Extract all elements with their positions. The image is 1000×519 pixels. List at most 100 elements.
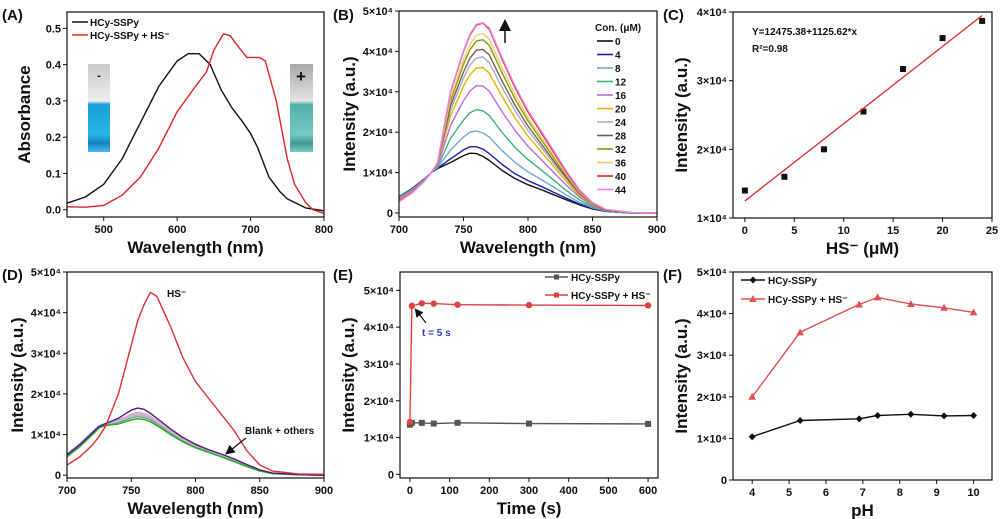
y-tick-label: 4×10⁴ (697, 309, 727, 321)
x-tick-label: 500 (599, 485, 617, 497)
y-tick-label: 0.1 (46, 168, 61, 180)
y-tick-label: 0 (721, 475, 727, 487)
x-tick-label: 300 (520, 485, 538, 497)
fit-line (744, 14, 983, 202)
y-tick-label: 5×10⁴ (31, 267, 61, 279)
legend-label: HCy-SSPy + HS⁻ (768, 295, 847, 306)
data-point (644, 302, 652, 309)
annotation-arrow-icon (225, 437, 247, 455)
x-tick-label: 800 (315, 224, 333, 236)
data-point (418, 300, 426, 307)
x-tick-label: 15 (887, 225, 899, 237)
legend-label: 16 (615, 91, 627, 102)
data-point (430, 420, 437, 427)
x-tick-label: 700 (58, 485, 76, 497)
series-group (406, 300, 652, 428)
data-point (860, 108, 867, 115)
panel-label: (D) (2, 267, 23, 284)
x-tick-label: 900 (315, 485, 333, 497)
x-tick-label: 600 (168, 224, 186, 236)
data-point (454, 419, 461, 426)
x-tick-label: 900 (648, 224, 666, 236)
legend-marker (554, 274, 559, 280)
data-point (741, 187, 748, 194)
y-axis-title: Intensity (a.u.) (340, 56, 359, 171)
y-tick-label: 5×10⁴ (363, 6, 393, 18)
legend-label: HCy-SSPy + HS⁻ (571, 291, 650, 302)
legend-label: HCy-SSPy (571, 273, 620, 284)
series-line-5 (66, 407, 325, 476)
x-tick-label: 8 (897, 487, 903, 499)
x-tick-label: 20 (936, 225, 948, 237)
panel-label: (E) (333, 267, 353, 284)
x-axis-title: pH (851, 501, 874, 519)
legend-label: 20 (615, 105, 627, 116)
cuvette-minus-image (88, 64, 110, 152)
legend-label: 0 (615, 37, 621, 48)
data-point (907, 410, 915, 418)
legend-label: HCy-SSPy (768, 276, 817, 287)
y-tick-label: 4×10⁴ (697, 7, 727, 19)
y-axis-title: Intensity (a.u.) (339, 317, 358, 432)
data-point (796, 328, 804, 336)
x-tick-label: 800 (186, 485, 204, 497)
x-tick-label: 750 (454, 224, 472, 236)
data-point (969, 308, 978, 316)
fit-equation: Y=12475.38+1125.62*x (752, 27, 858, 38)
annotation-t5: t = 5 s (422, 328, 451, 339)
x-tick-label: 850 (251, 485, 269, 497)
y-tick-label: 2×10⁴ (364, 396, 394, 408)
plot-frame (66, 11, 325, 218)
series-group (66, 33, 325, 215)
y-axis-title: Intensity (a.u.) (672, 318, 691, 433)
panel-label: (C) (663, 7, 684, 24)
data-point (940, 412, 948, 420)
y-axis-title: Absorbance (15, 65, 34, 163)
data-point (526, 420, 532, 427)
cuvette-minus-label: - (97, 70, 101, 82)
x-tick-label: 850 (583, 224, 601, 236)
y-tick-label: 2×10⁴ (697, 392, 727, 404)
panel-label: (A) (2, 7, 23, 24)
legend-label: 40 (615, 172, 627, 183)
series-group (398, 22, 658, 214)
panel-c: (C) Y=12475.38+1125.62*x R²=0.98 0 5 10 15 20 25… (663, 7, 998, 258)
legend-label: 4 (615, 51, 621, 62)
y-tick-label: 4×10⁴ (31, 308, 61, 320)
series-line-1 (751, 296, 974, 398)
x-tick-label: 750 (122, 485, 140, 497)
legend-label: HCy-SSPy (90, 18, 139, 29)
x-axis-title: Wavelength (nm) (460, 238, 596, 257)
data-point (900, 65, 907, 72)
data-point (939, 35, 946, 42)
y-tick-label: 0.0 (46, 205, 61, 217)
y-tick-label: 2×10⁴ (31, 389, 61, 401)
x-tick-label: 25 (986, 225, 998, 237)
series-line-4 (66, 418, 325, 476)
x-tick-label: 0 (742, 225, 748, 237)
legend-label: HCy-SSPy + HS⁻ (90, 31, 169, 42)
data-point (525, 301, 533, 309)
legend-label: 36 (615, 159, 627, 170)
x-tick-label: 5 (791, 225, 797, 237)
series-line-0 (751, 413, 974, 438)
annotation-hs: HS⁻ (167, 289, 186, 300)
y-tick-label: 0 (55, 470, 61, 482)
y-tick-label: 1×10⁴ (363, 168, 393, 180)
y-axis-title: Intensity (a.u.) (672, 57, 691, 172)
y-tick-label: 5×10⁴ (697, 267, 727, 279)
x-tick-label: 9 (934, 487, 940, 499)
cuvette-plus-image (290, 64, 313, 152)
data-point (418, 419, 425, 426)
legend-label: 12 (615, 78, 627, 89)
data-point (748, 433, 756, 441)
data-point (820, 146, 827, 153)
y-tick-label: 0 (387, 208, 393, 220)
panel-e: (E) 0 100 200 300 400 500 600 0 1×10⁴ 2×10⁴ 3×10⁴ 4×… (333, 267, 659, 518)
legend-label: 28 (615, 132, 627, 143)
data-point (781, 173, 788, 180)
data-point (979, 17, 986, 24)
data-point (855, 300, 863, 308)
data-point (454, 301, 461, 308)
y-axis-title: Intensity (a.u.) (8, 317, 27, 432)
